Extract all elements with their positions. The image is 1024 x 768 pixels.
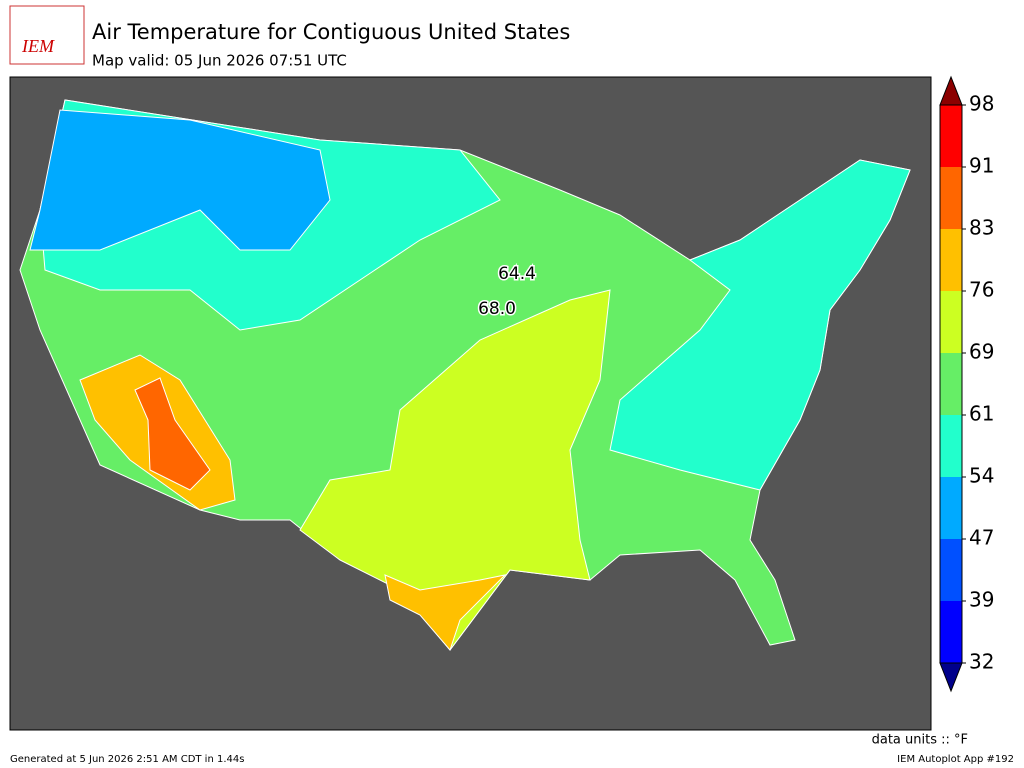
warm-south xyxy=(299,289,611,651)
map-regions xyxy=(19,99,911,651)
cold-northwest xyxy=(29,109,331,251)
units-label: data units :: °F xyxy=(872,733,968,748)
colorbar-tick-label: 61 xyxy=(969,402,994,426)
colorbar-under xyxy=(939,662,963,693)
colorbar-tick-label: 47 xyxy=(969,526,994,550)
colorbar-band xyxy=(940,353,962,415)
colorbar-outline xyxy=(939,104,963,664)
colorbar-band xyxy=(940,229,962,291)
logo: IEM xyxy=(21,36,55,56)
cool-east xyxy=(609,159,911,491)
colorbar-tick-label: 91 xyxy=(969,154,994,178)
colorbar-tick-label: 98 xyxy=(969,92,994,116)
hot-texas xyxy=(384,574,507,651)
colorbar-tick-label: 54 xyxy=(969,464,994,488)
point-label: 68.0 xyxy=(478,299,516,319)
colorbar-band xyxy=(940,415,962,477)
colorbar-band xyxy=(940,477,962,539)
title: Air Temperature for Contiguous United St… xyxy=(92,20,570,44)
colorbar-tick-label: 76 xyxy=(969,278,994,302)
colorbar-tick-label: 32 xyxy=(969,650,994,674)
colorbar-band xyxy=(940,539,962,601)
colorbar-band xyxy=(940,105,962,167)
colorbar-band xyxy=(940,601,962,663)
hottest-southwest xyxy=(134,377,211,491)
colorbar-tick-label: 69 xyxy=(969,340,994,364)
colorbar-tick-label: 83 xyxy=(969,216,994,240)
logo-box xyxy=(9,5,85,65)
colorbar-band xyxy=(940,167,962,229)
colorbar-band xyxy=(940,291,962,353)
colorbar-tick-label: 39 xyxy=(969,588,994,612)
footer-left: Generated at 5 Jun 2026 2:51 AM CDT in 1… xyxy=(10,754,244,765)
footer-right: IEM Autoplot App #192 xyxy=(897,754,1014,765)
point-label: 64.4 xyxy=(498,264,536,284)
colorbar-over xyxy=(939,75,963,106)
subtitle: Map valid: 05 Jun 2026 07:51 UTC xyxy=(92,52,347,70)
